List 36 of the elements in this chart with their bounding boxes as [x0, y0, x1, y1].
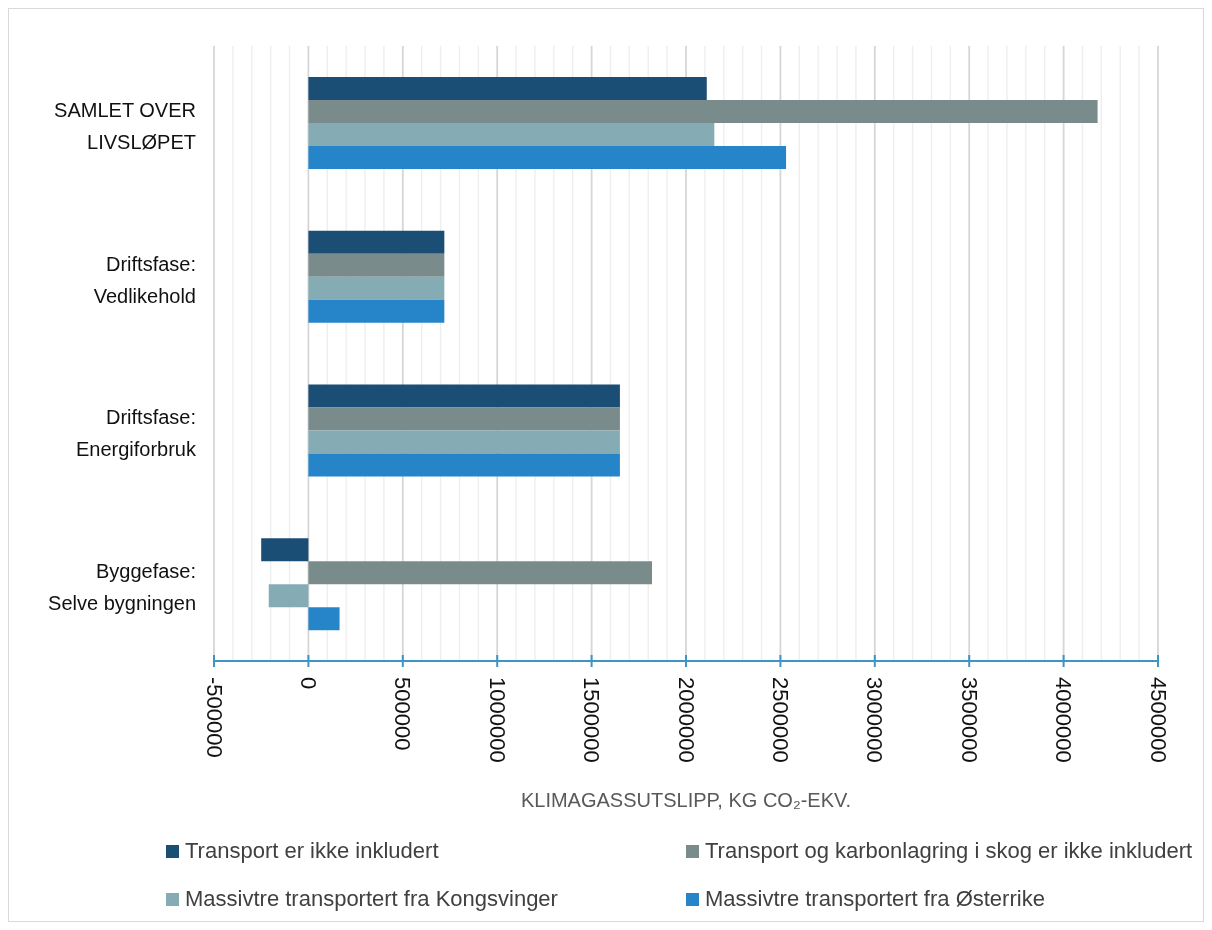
- x-tick-label: 3500000: [956, 677, 982, 763]
- bar: [308, 100, 1098, 123]
- bar: [308, 407, 620, 431]
- bar: [308, 430, 620, 454]
- x-tick-label: -500000: [201, 677, 227, 758]
- x-tick-label: 3000000: [862, 677, 888, 763]
- bar: [308, 253, 445, 277]
- legend-label: Transport og karbonlagring i skog er ikke inkludert: [705, 838, 1193, 864]
- x-tick-label: 4500000: [1145, 677, 1171, 763]
- bar: [308, 276, 445, 300]
- bar: [308, 607, 340, 631]
- x-tick-label: 0: [295, 677, 321, 690]
- y-tick-label: SAMLET OVER LIVSLØPET: [54, 98, 196, 153]
- x-tick-label: 4000000: [1051, 677, 1077, 763]
- y-tick-label: Byggefase: Selve bygningen: [48, 560, 196, 615]
- legend-label: Massivtre transportert fra Kongsvinger: [185, 886, 558, 912]
- bar: [308, 453, 620, 477]
- bar: [261, 538, 309, 562]
- x-tick-label: 500000: [390, 677, 416, 751]
- legend-label: Massivtre transportert fra Østerrike: [705, 886, 1045, 912]
- x-tick-label: 2000000: [673, 677, 699, 763]
- bar: [308, 77, 707, 100]
- bar: [308, 230, 445, 254]
- y-tick-label: Driftsfase: Energiforbruk: [75, 406, 197, 461]
- bar: [308, 146, 787, 169]
- x-tick-label: 1000000: [484, 677, 510, 763]
- bar: [308, 299, 445, 323]
- bar: [308, 384, 620, 408]
- bar: [308, 561, 653, 585]
- x-tick-label: 1500000: [579, 677, 605, 763]
- legend-label: Transport er ikke inkludert: [185, 838, 439, 864]
- bar: [308, 123, 715, 146]
- x-axis-title: KLIMAGASSUTSLIPP, KG CO₂-EKV.: [519, 789, 853, 812]
- x-tick-label: 2500000: [767, 677, 793, 763]
- bar: [268, 584, 309, 608]
- y-tick-label: Driftsfase: Vedlikehold: [93, 252, 196, 307]
